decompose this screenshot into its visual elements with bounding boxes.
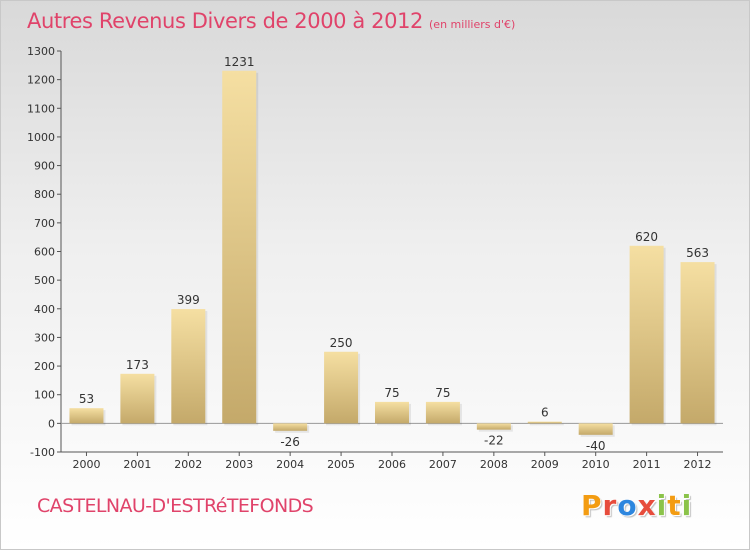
x-tick-label: 2010 — [582, 458, 610, 471]
bar-shadow — [529, 423, 564, 426]
x-tick-label: 2008 — [480, 458, 508, 471]
bar — [171, 309, 206, 424]
y-tick-label: 800 — [34, 188, 55, 201]
bar — [629, 245, 664, 424]
bar-value-label: 75 — [435, 386, 450, 400]
x-tick-label: 2012 — [684, 458, 712, 471]
bar-value-label: -26 — [280, 435, 300, 449]
bar — [69, 408, 104, 424]
y-tick-label: 100 — [34, 389, 55, 402]
chart-title: Autres Revenus Divers de 2000 à 2012 (en … — [27, 9, 515, 33]
bar — [527, 421, 562, 424]
bar-value-label: -22 — [484, 434, 504, 448]
y-tick-label: 900 — [34, 160, 55, 173]
bar — [375, 401, 409, 424]
bar-value-label: 173 — [126, 358, 149, 372]
bar-value-label: 399 — [177, 293, 200, 307]
x-tick-label: 2003 — [225, 458, 253, 471]
x-tick-label: 2005 — [327, 458, 355, 471]
bar-value-label: 75 — [384, 386, 399, 400]
bar — [578, 423, 613, 435]
bar-value-label: 53 — [79, 392, 94, 406]
bar-value-label: 250 — [330, 336, 353, 350]
y-tick-label: 600 — [34, 246, 55, 259]
x-tick-label: 2006 — [378, 458, 406, 471]
y-tick-label: 400 — [34, 303, 55, 316]
chart-title-text: Autres Revenus Divers de 2000 à 2012 — [27, 9, 424, 33]
y-tick-label: 1100 — [27, 102, 55, 115]
bar-value-label: 6 — [541, 406, 549, 420]
y-tick-label: 300 — [34, 331, 55, 344]
x-tick-label: 2001 — [123, 458, 151, 471]
y-tick-label: 1300 — [27, 45, 55, 58]
x-tick-label: 2000 — [72, 458, 100, 471]
bar-value-label: 563 — [686, 246, 709, 260]
y-tick-label: 1000 — [27, 131, 55, 144]
bar — [680, 262, 715, 424]
chart-unit: (en milliers d'€) — [429, 18, 516, 31]
y-tick-label: 0 — [48, 417, 55, 430]
y-tick-label: 200 — [34, 360, 55, 373]
y-tick-label: 700 — [34, 217, 55, 230]
bar — [222, 70, 257, 424]
x-tick-label: 2002 — [174, 458, 202, 471]
bar — [476, 423, 511, 430]
bar — [120, 373, 155, 424]
proxiti-logo: Proxiti — [581, 489, 693, 522]
bar-value-label: 620 — [635, 230, 658, 244]
x-tick-label: 2011 — [633, 458, 661, 471]
x-tick-label: 2009 — [531, 458, 559, 471]
y-tick-label: 500 — [34, 274, 55, 287]
bar — [425, 401, 460, 424]
y-tick-label: -100 — [30, 446, 55, 459]
bar-value-label: 1231 — [224, 55, 255, 69]
x-tick-label: 2007 — [429, 458, 457, 471]
bar — [273, 423, 308, 431]
commune-name: CASTELNAU-D'ESTRéTEFONDS — [37, 495, 314, 517]
y-tick-label: 1200 — [27, 74, 55, 87]
bar-value-label: -40 — [586, 439, 606, 453]
x-tick-label: 2004 — [276, 458, 304, 471]
bar — [324, 351, 359, 424]
